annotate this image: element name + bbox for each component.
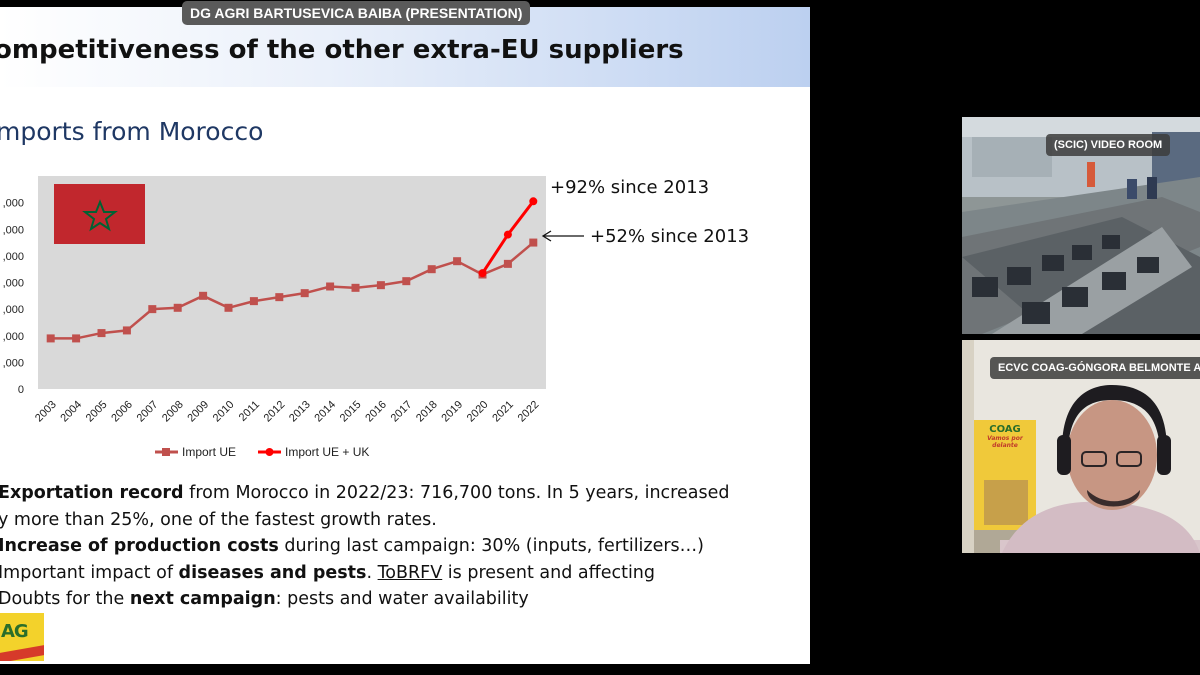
x-tick-label: 2021 — [490, 399, 516, 425]
x-tick-label: 2005 — [84, 399, 110, 425]
tile-label-scic: (SCIC) VIDEO ROOM — [1046, 134, 1171, 156]
data-point-import-ue — [97, 329, 106, 338]
slide-title: ompetitiveness of the other extra-EU sup… — [0, 35, 684, 65]
data-point-import-ue — [173, 303, 182, 312]
legend-label-import-ue: Import UE — [182, 445, 236, 459]
data-point-import-ue — [376, 281, 385, 290]
y-tick-label: ,000 — [3, 198, 24, 210]
data-point-import-ue — [249, 297, 258, 306]
bullet-line-4: Important impact of diseases and pests. … — [0, 562, 656, 583]
data-point-import-ue-uk — [529, 197, 538, 206]
legend-label-import-ue-uk: Import UE + UK — [285, 445, 369, 459]
x-tick-label: 2009 — [185, 399, 211, 425]
data-point-import-ue — [326, 282, 335, 291]
shared-screen-slide: ompetitiveness of the other extra-EU sup… — [0, 7, 810, 664]
x-tick-label: 2003 — [33, 399, 59, 425]
x-tick-label: 2010 — [211, 399, 237, 425]
y-tick-label: ,000 — [3, 331, 24, 343]
x-tick-label: 2013 — [287, 399, 313, 425]
coag-logo: AG — [0, 613, 44, 661]
x-axis-ticks: 2003 2004 2005 2006 2007 2008 2009 2010 2011 2012… — [33, 399, 541, 425]
y-axis-ticks: ,000 ,000 ,000 ,000 ,000 ,000 ,000 0 — [3, 198, 24, 396]
data-point-import-ue — [275, 293, 284, 302]
y-tick-label: ,000 — [3, 278, 24, 290]
arrow-left-icon — [541, 230, 584, 242]
series-line-0 — [50, 241, 535, 340]
video-tile-ecvc-coag[interactable]: COAG Vamos por delante ECVC COAG-GÓNGORA… — [962, 340, 1200, 553]
x-tick-label: 2015 — [338, 399, 364, 425]
x-tick-label: 2014 — [312, 399, 338, 425]
bullet-line-2: y more than 25%, one of the fastest grow… — [0, 509, 437, 530]
coag-sign: COAG Vamos por delante — [987, 424, 1023, 449]
data-point-import-ue — [529, 238, 538, 247]
data-point-import-ue — [351, 283, 360, 292]
x-tick-label: 2012 — [262, 399, 288, 425]
chart-legend: Import UE Import UE + UK — [155, 445, 369, 459]
x-tick-label: 2004 — [58, 399, 84, 425]
presenter-label: DG AGRI BARTUSEVICA BAIBA (PRESENTATION) — [182, 1, 531, 25]
tile-label-ecvc: ECVC COAG-GÓNGORA BELMONTE AN — [990, 357, 1200, 379]
series-layer — [46, 197, 538, 343]
slide-bullet-list: Exportation record from Morocco in 2022/… — [0, 480, 803, 613]
x-tick-label: 2019 — [439, 399, 465, 425]
conference-room-video — [962, 117, 1200, 334]
x-tick-label: 2022 — [516, 399, 542, 425]
data-point-import-ue — [224, 303, 233, 312]
bullet-line-5: Doubts for the next campaign: pests and … — [0, 589, 529, 609]
x-tick-label: 2020 — [465, 399, 491, 425]
y-tick-label: ,000 — [3, 251, 24, 263]
annotation-uk-growth: +92% since 2013 — [550, 177, 710, 198]
x-tick-label: 2018 — [414, 399, 440, 425]
data-point-import-ue-uk — [478, 269, 487, 278]
data-point-import-ue — [72, 334, 81, 343]
slide-subtitle: mports from Morocco — [0, 117, 264, 146]
x-tick-label: 2007 — [135, 399, 161, 425]
bullet-line-1: Exportation record from Morocco in 2022/… — [0, 483, 730, 503]
data-point-import-ue — [148, 305, 157, 314]
data-point-import-ue — [122, 326, 131, 335]
data-point-import-ue — [453, 257, 462, 266]
morocco-flag-icon — [54, 184, 145, 244]
data-point-import-ue — [503, 259, 512, 268]
data-point-import-ue — [46, 334, 55, 343]
data-point-import-ue — [427, 265, 436, 274]
y-tick-label: ,000 — [3, 304, 24, 316]
x-tick-label: 2016 — [363, 399, 389, 425]
x-tick-label: 2008 — [160, 399, 186, 425]
y-tick-label: 0 — [18, 384, 24, 396]
video-tile-scic-room[interactable]: (SCIC) VIDEO ROOM — [962, 117, 1200, 334]
annotation-ue-growth: +52% since 2013 — [590, 226, 750, 247]
data-point-import-ue — [199, 291, 208, 300]
y-tick-label: ,000 — [3, 224, 24, 236]
data-point-import-ue-uk — [503, 230, 512, 239]
x-tick-label: 2006 — [109, 399, 135, 425]
tobrfv-link: ToBRFV — [377, 562, 443, 583]
bullet-line-3: Increase of production costs during last… — [0, 536, 705, 556]
x-tick-label: 2011 — [237, 399, 262, 424]
data-point-import-ue — [300, 289, 309, 298]
x-tick-label: 2017 — [389, 399, 415, 425]
y-tick-label: ,000 — [3, 357, 24, 369]
data-point-import-ue — [402, 277, 411, 286]
